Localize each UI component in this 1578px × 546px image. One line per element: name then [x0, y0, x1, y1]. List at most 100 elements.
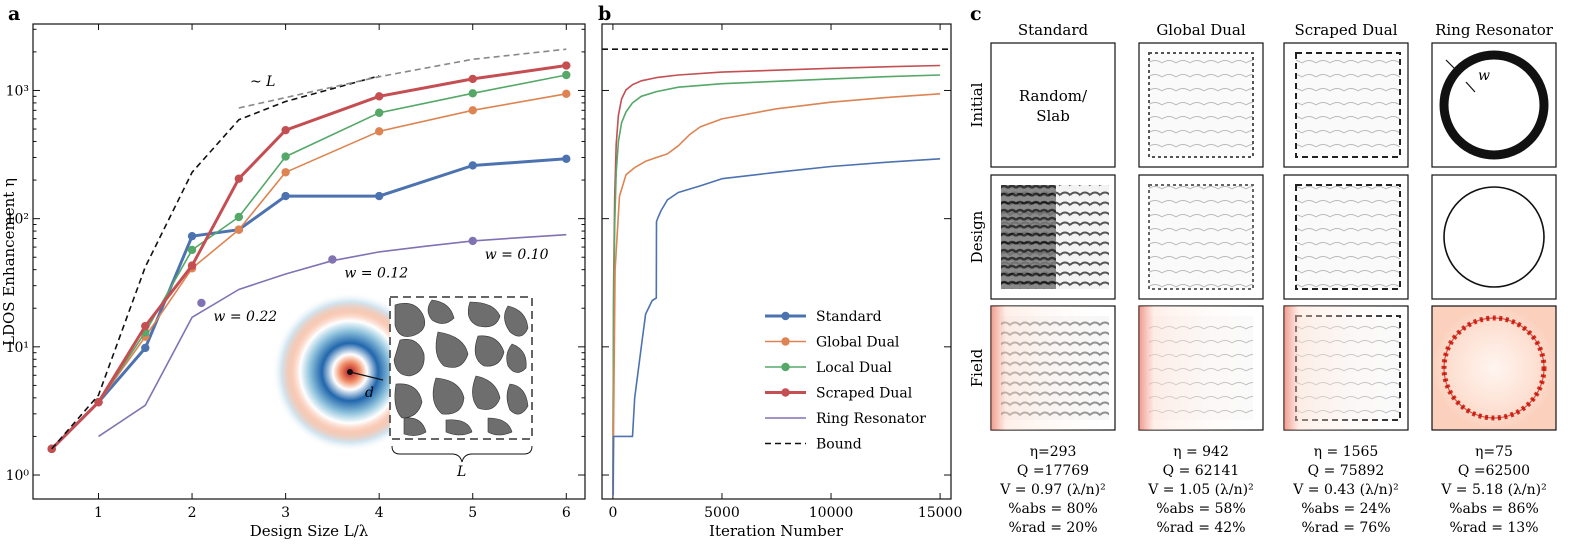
cell-standard-initial: Random/ Slab: [990, 42, 1116, 168]
data-point: [562, 70, 571, 80]
chart-a-ylabel: LDOS Enhancement η: [0, 178, 18, 346]
x-tick-label: 15000: [918, 505, 963, 521]
panel-label-a: a: [8, 3, 20, 25]
cell-scraped-design: [1283, 174, 1409, 300]
data-point: [187, 261, 197, 270]
stat-eta: η=75: [1475, 444, 1513, 460]
cell-scraped-initial: [1283, 42, 1409, 168]
data-point: [281, 191, 290, 201]
stat-v: V = 5.18 (λ/n)²: [1440, 482, 1547, 498]
ring-width-point: [197, 298, 206, 308]
data-point: [281, 125, 290, 135]
legend-label: Global Dual: [816, 335, 900, 351]
stat-eta: η = 942: [1173, 444, 1229, 460]
data-point: [187, 245, 197, 255]
series-line-bound: [51, 75, 380, 450]
stat-rad: %rad = 20%: [1008, 520, 1097, 536]
chart-b-ticks: 0 5000 10000 15000: [602, 24, 962, 521]
data-point: [94, 397, 103, 407]
data-point: [562, 154, 571, 164]
stat-abs: %abs = 80%: [1008, 501, 1098, 517]
panel-label-c: c: [970, 3, 982, 25]
chart-b-frame: [601, 23, 952, 500]
chart-a-ticks: 1 2 3 4 5 6 10⁰ 10¹ 10² 10³: [6, 24, 585, 521]
ring-thin: [1443, 186, 1545, 288]
statistics-table: η=293 Q =17769 V = 0.97 (λ/n)² %abs = 80% %r…: [999, 444, 1547, 536]
data-point: [234, 225, 244, 234]
cell-global-design: [1138, 174, 1264, 300]
stat-q: Q = 75892: [1308, 463, 1385, 479]
stat-rad: %rad = 42%: [1156, 520, 1245, 536]
data-point: [187, 231, 197, 241]
stat-rad: %rad = 13%: [1449, 520, 1538, 536]
inset-illustration: d L: [272, 292, 533, 480]
stat-q: Q =62500: [1458, 463, 1530, 479]
column-header: Scraped Dual: [1294, 21, 1397, 39]
column-header: Ring Resonator: [1435, 21, 1554, 39]
chart-a-series: [47, 48, 571, 454]
cell-ring-field: [1431, 305, 1557, 431]
y-tick-label: 10³: [6, 83, 29, 99]
x-tick-label: 5: [468, 505, 477, 521]
legend-marker: [781, 362, 790, 372]
legend: Standard Global Dual Local Dual Scraped Dua…: [765, 309, 926, 453]
stat-abs: %abs = 24%: [1301, 501, 1391, 517]
cell-standard-field: [990, 305, 1116, 431]
legend-label: Standard: [816, 309, 882, 325]
cell-ring-design: [1431, 174, 1557, 300]
x-tick-label: 6: [562, 505, 571, 521]
legend-label: Local Dual: [816, 360, 892, 376]
y-tick-label: 10²: [6, 212, 29, 228]
row-header: Field: [968, 348, 986, 387]
cell-global-field: [1138, 305, 1264, 431]
stat-v: V = 0.43 (λ/n)²: [1292, 482, 1399, 498]
stat-eta: η=293: [1030, 444, 1077, 460]
ring-width-label: w = 0.10: [485, 247, 549, 263]
convergence-line-local-dual: [612, 74, 941, 495]
stat-v: V = 0.97 (λ/n)²: [999, 482, 1106, 498]
ring-width-point: [328, 255, 337, 264]
data-point: [562, 61, 571, 70]
panel-c-grid: Standard Global Dual Scraped Dual Ring Reso…: [968, 21, 1557, 536]
data-point: [374, 108, 384, 117]
chart-b: 0 5000 10000 15000 Iteration Number Standar…: [601, 23, 962, 540]
x-tick-label: 1: [94, 505, 103, 521]
data-point: [281, 152, 290, 161]
inset-design-pattern: [393, 299, 529, 436]
inset-d-label: d: [365, 385, 374, 401]
chart-b-xlabel: Iteration Number: [709, 522, 844, 540]
legend-label: Ring Resonator: [816, 411, 926, 427]
data-point: [468, 89, 477, 98]
x-tick-label: 5000: [704, 505, 740, 521]
scaling-annotation: ~ L: [250, 74, 275, 90]
data-point: [141, 321, 150, 331]
data-point: [468, 74, 477, 84]
stat-q: Q =17769: [1017, 463, 1089, 479]
ring-thick: [1439, 50, 1549, 160]
stat-abs: %abs = 86%: [1449, 501, 1539, 517]
legend-marker: [781, 337, 790, 346]
inset-brace: [391, 445, 533, 463]
data-point: [141, 343, 150, 353]
legend-label: Bound: [816, 437, 862, 453]
ring-width-labels: w = 0.22 w = 0.12 w = 0.10: [213, 247, 548, 325]
legend-marker: [781, 388, 790, 397]
inset-L-label: L: [456, 464, 466, 480]
chart-a-frame: [32, 23, 586, 500]
ring-w-label: w: [1478, 68, 1490, 84]
data-point: [234, 174, 244, 183]
legend-marker: [781, 311, 790, 321]
series-line--l: [238, 48, 567, 109]
x-tick-label: 4: [375, 505, 384, 521]
x-tick-label: 0: [608, 505, 617, 521]
stat-rad: %rad = 76%: [1301, 520, 1390, 536]
data-point: [468, 161, 477, 170]
legend-label: Scraped Dual: [816, 386, 913, 402]
convergence-line-standard: [612, 158, 941, 496]
data-point: [562, 89, 571, 98]
chart-a: 1 2 3 4 5 6 10⁰ 10¹ 10² 10³ Design Size L/λ LDOS …: [0, 23, 586, 540]
panel-label-b: b: [598, 3, 611, 25]
convergence-line-global-dual: [612, 93, 941, 495]
chart-b-series: [602, 48, 951, 496]
